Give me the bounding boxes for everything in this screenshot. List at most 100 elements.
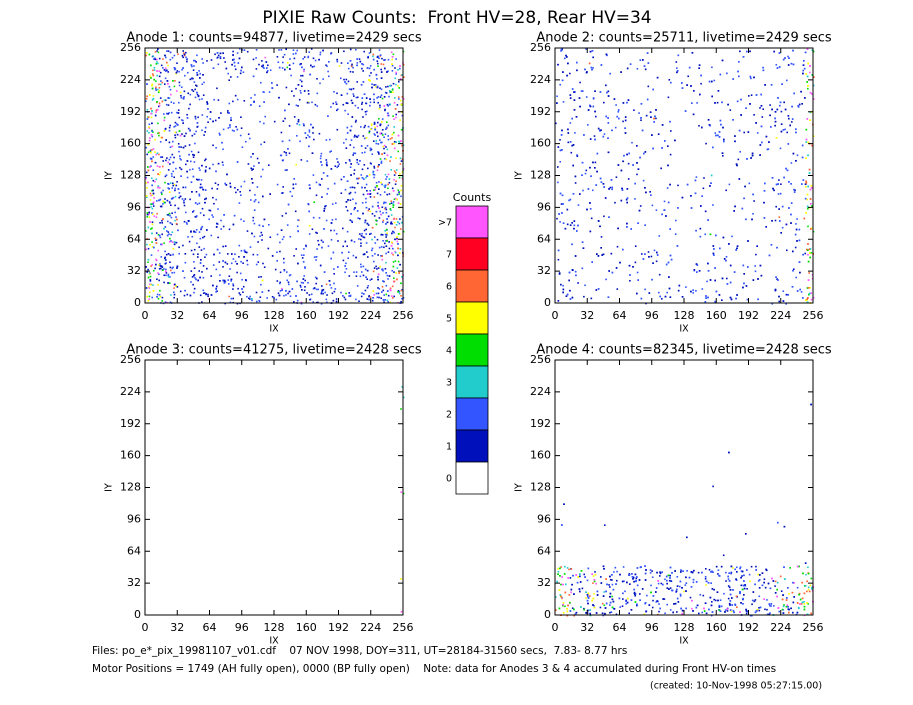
density-dot	[668, 579, 671, 582]
density-dot	[181, 119, 183, 121]
density-dot	[208, 167, 211, 170]
density-dot	[392, 88, 394, 90]
density-dot	[757, 298, 759, 301]
density-dot	[638, 112, 640, 114]
density-dot	[337, 165, 340, 167]
density-dot	[178, 246, 180, 249]
density-dot	[398, 176, 401, 179]
density-dot	[715, 234, 717, 237]
density-dot	[154, 161, 157, 164]
density-dot	[401, 74, 403, 76]
density-dot	[396, 237, 398, 240]
density-dot	[353, 208, 355, 211]
density-dot	[391, 295, 393, 297]
x-tick-label: 224	[360, 309, 381, 322]
density-dot	[699, 227, 702, 230]
density-dot	[383, 59, 385, 61]
density-dot	[173, 156, 175, 159]
density-dot	[352, 152, 355, 154]
density-dot	[288, 290, 291, 293]
density-dot	[303, 68, 305, 71]
density-dot	[218, 132, 221, 135]
x-tick-label: 0	[142, 621, 149, 634]
density-dot	[729, 281, 732, 284]
density-dot	[393, 295, 395, 298]
density-dot	[316, 78, 318, 80]
density-dot	[378, 57, 380, 59]
density-dot	[379, 158, 382, 160]
density-dot	[315, 259, 317, 261]
density-dot	[745, 533, 747, 535]
density-dot	[562, 583, 564, 586]
density-dot	[700, 74, 702, 77]
density-dot	[574, 91, 576, 93]
density-dot	[164, 54, 166, 57]
density-dot	[401, 297, 403, 300]
density-dot	[195, 61, 197, 63]
density-dot	[384, 133, 387, 135]
density-dot	[171, 212, 173, 214]
density-dot	[301, 66, 303, 69]
density-dot	[809, 256, 811, 259]
density-dot	[228, 228, 231, 231]
density-dot	[260, 283, 262, 286]
density-dot	[310, 64, 312, 67]
x-tick-label: 32	[170, 621, 184, 634]
density-dot	[584, 68, 586, 71]
density-dot	[295, 183, 297, 185]
density-dot	[349, 191, 352, 194]
density-dot	[392, 247, 394, 250]
density-dot	[607, 95, 610, 97]
density-dot	[798, 592, 801, 595]
density-dot	[606, 54, 608, 57]
density-dot	[745, 612, 748, 615]
density-dot	[752, 591, 755, 593]
density-dot	[350, 88, 353, 91]
density-dot	[609, 586, 611, 588]
density-dot	[399, 119, 401, 121]
density-dot	[566, 56, 568, 58]
density-dot	[160, 267, 162, 270]
density-dot	[225, 184, 228, 186]
density-dot	[317, 288, 319, 291]
density-dot	[641, 129, 644, 132]
density-dot	[355, 135, 358, 138]
density-dot	[366, 222, 369, 225]
density-dot	[365, 102, 367, 105]
density-dot	[155, 259, 158, 262]
density-dot	[579, 105, 581, 108]
y-tick-label: 128	[120, 169, 141, 182]
y-tick-label: 192	[120, 417, 141, 430]
density-dot	[216, 188, 219, 190]
density-dot	[806, 299, 808, 302]
density-dot	[704, 210, 707, 213]
density-dot	[556, 217, 558, 220]
density-dot	[304, 132, 307, 134]
density-dot	[667, 96, 670, 99]
density-dot	[175, 123, 178, 125]
density-dot	[616, 288, 619, 290]
density-dot	[310, 123, 312, 126]
density-dot	[379, 265, 381, 268]
density-dot	[608, 216, 610, 218]
density-dot	[308, 233, 311, 235]
density-dot	[152, 290, 155, 292]
density-dot	[385, 126, 388, 129]
density-dot	[158, 87, 161, 89]
density-dot	[385, 236, 387, 238]
density-dot	[297, 230, 299, 232]
density-dot	[375, 140, 378, 142]
density-dot	[733, 210, 735, 212]
density-dot	[185, 51, 187, 54]
density-dot	[790, 62, 793, 65]
density-dot	[714, 300, 716, 303]
density-dot	[398, 87, 400, 89]
density-dot	[251, 169, 253, 171]
density-dot	[277, 292, 280, 294]
density-dot	[403, 76, 405, 78]
density-dot	[216, 222, 218, 225]
density-dot	[209, 118, 212, 120]
density-dot	[691, 102, 693, 104]
density-dot	[786, 79, 788, 82]
